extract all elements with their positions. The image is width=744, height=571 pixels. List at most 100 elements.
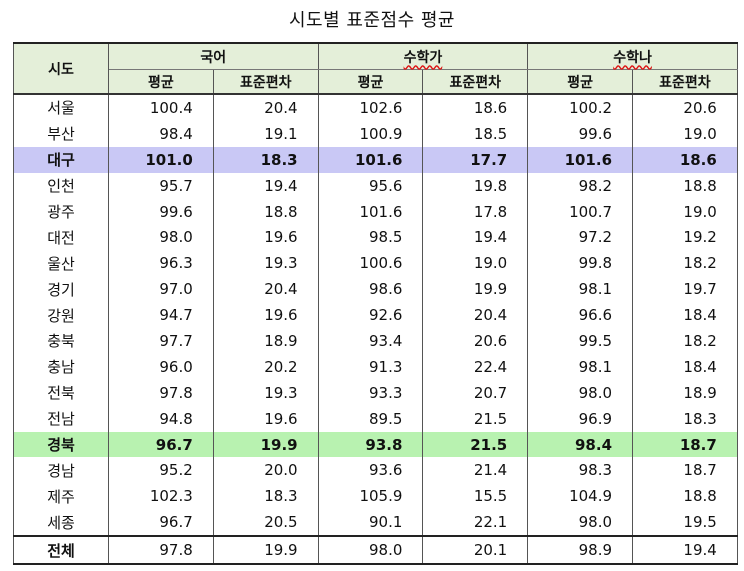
math-ga-mean-cell: 102.6 [317,94,424,121]
region-name: 충남 [13,353,109,380]
table-row: 전북 97.8 19.3 93.3 20.7 98.0 18.9 [13,379,738,406]
math-na-mean-cell: 98.2 [527,172,634,199]
korean-sd-cell: 18.9 [212,328,319,354]
korean-sd-cell: 18.3 [212,483,319,510]
korean-sd-cell: 20.2 [212,353,319,380]
math-na-mean-cell: 98.0 [527,509,634,537]
header-group-korean: 국어 [108,42,319,70]
korean-mean-cell: 97.8 [108,379,214,406]
table-row: 전남 94.8 19.6 89.5 21.5 96.9 18.3 [13,405,738,432]
math-ga-mean-cell: 95.6 [317,172,424,199]
korean-mean-cell: 98.4 [108,120,214,147]
math-na-sd-cell: 18.8 [632,172,738,199]
math-ga-sd-cell: 19.4 [422,224,529,251]
region-name: 전체 [13,535,109,566]
header-group-math-ga-label: 수학가 [403,49,443,66]
math-ga-sd-cell: 18.5 [422,120,529,147]
header-sd: 표준편차 [632,69,738,95]
math-ga-sd-cell: 20.6 [422,328,529,354]
region-name: 대구 [13,146,109,173]
math-na-sd-cell: 18.8 [632,483,738,510]
math-ga-mean-cell: 98.0 [317,535,424,566]
region-name: 전남 [13,405,109,432]
math-na-mean-cell: 96.9 [527,405,634,432]
math-na-mean-cell: 96.6 [527,302,634,329]
korean-sd-cell: 19.3 [212,250,319,277]
math-ga-sd-cell: 19.8 [422,172,529,199]
table-row: 세종 96.7 20.5 90.1 22.1 98.0 19.5 [13,509,738,537]
korean-mean-cell: 97.8 [108,535,214,566]
korean-sd-cell: 18.3 [212,146,319,173]
math-na-sd-cell: 19.0 [632,120,738,147]
region-name: 세종 [13,509,109,537]
math-ga-sd-cell: 20.4 [422,302,529,329]
region-name: 경북 [13,431,109,458]
korean-sd-cell: 20.4 [212,94,319,121]
math-ga-mean-cell: 90.1 [317,509,424,537]
header-sd: 표준편차 [212,69,319,95]
table-row: 경남 95.2 20.0 93.6 21.4 98.3 18.7 [13,457,738,484]
math-ga-mean-cell: 91.3 [317,353,424,380]
korean-mean-cell: 97.0 [108,276,214,303]
math-na-sd-cell: 20.6 [632,94,738,121]
korean-sd-cell: 19.9 [212,431,319,458]
math-ga-mean-cell: 93.3 [317,379,424,406]
total-row: 전체 97.8 19.9 98.0 20.1 98.9 19.4 [13,535,738,566]
math-ga-sd-cell: 17.8 [422,198,529,225]
math-na-sd-cell: 18.4 [632,302,738,329]
math-na-mean-cell: 98.1 [527,353,634,380]
math-na-mean-cell: 98.4 [527,431,634,458]
math-na-mean-cell: 101.6 [527,146,634,173]
header-group-math-ga: 수학가 [317,42,529,70]
math-ga-mean-cell: 105.9 [317,483,424,510]
korean-mean-cell: 101.0 [108,146,214,173]
region-name: 경남 [13,457,109,484]
math-ga-sd-cell: 20.7 [422,379,529,406]
math-na-mean-cell: 100.2 [527,94,634,121]
korean-mean-cell: 96.7 [108,509,214,537]
korean-sd-cell: 19.9 [212,535,319,566]
math-ga-sd-cell: 21.5 [422,405,529,432]
math-ga-mean-cell: 93.6 [317,457,424,484]
math-ga-sd-cell: 18.6 [422,94,529,121]
table-row: 울산 96.3 19.3 100.6 19.0 99.8 18.2 [13,250,738,277]
math-na-sd-cell: 18.7 [632,431,738,458]
math-ga-sd-cell: 21.5 [422,431,529,458]
math-na-mean-cell: 98.3 [527,457,634,484]
region-name: 울산 [13,250,109,277]
header-mean: 평균 [317,69,424,95]
region-name: 서울 [13,94,109,121]
header-region: 시도 [13,42,109,95]
header-mean: 평균 [108,69,214,95]
math-na-mean-cell: 104.9 [527,483,634,510]
region-name: 경기 [13,276,109,303]
math-na-mean-cell: 98.1 [527,276,634,303]
table-row: 대구 101.0 18.3 101.6 17.7 101.6 18.6 [13,146,738,173]
korean-mean-cell: 95.2 [108,457,214,484]
math-na-sd-cell: 19.7 [632,276,738,303]
math-na-sd-cell: 18.4 [632,353,738,380]
korean-sd-cell: 20.4 [212,276,319,303]
math-na-sd-cell: 18.7 [632,457,738,484]
math-ga-sd-cell: 19.0 [422,250,529,277]
math-ga-mean-cell: 92.6 [317,302,424,329]
math-na-sd-cell: 18.3 [632,405,738,432]
math-na-mean-cell: 99.6 [527,120,634,147]
table-title: 시도별 표준점수 평균 [289,10,455,31]
math-ga-sd-cell: 19.9 [422,276,529,303]
math-na-sd-cell: 18.2 [632,250,738,277]
header-group-math-na: 수학나 [527,42,738,70]
math-ga-mean-cell: 100.9 [317,120,424,147]
math-na-sd-cell: 18.9 [632,379,738,406]
korean-sd-cell: 19.3 [212,379,319,406]
region-name: 광주 [13,198,109,225]
math-na-sd-cell: 19.4 [632,535,738,566]
score-table: 시도 국어 수학가 수학나 평균 표준편차 평균 표준편차 평균 표준편차 서울… [13,42,738,566]
korean-sd-cell: 19.6 [212,302,319,329]
math-ga-sd-cell: 15.5 [422,483,529,510]
table-row: 광주 99.6 18.8 101.6 17.8 100.7 19.0 [13,198,738,225]
math-na-sd-cell: 19.5 [632,509,738,537]
math-ga-sd-cell: 22.1 [422,509,529,537]
korean-sd-cell: 19.6 [212,224,319,251]
korean-mean-cell: 102.3 [108,483,214,510]
